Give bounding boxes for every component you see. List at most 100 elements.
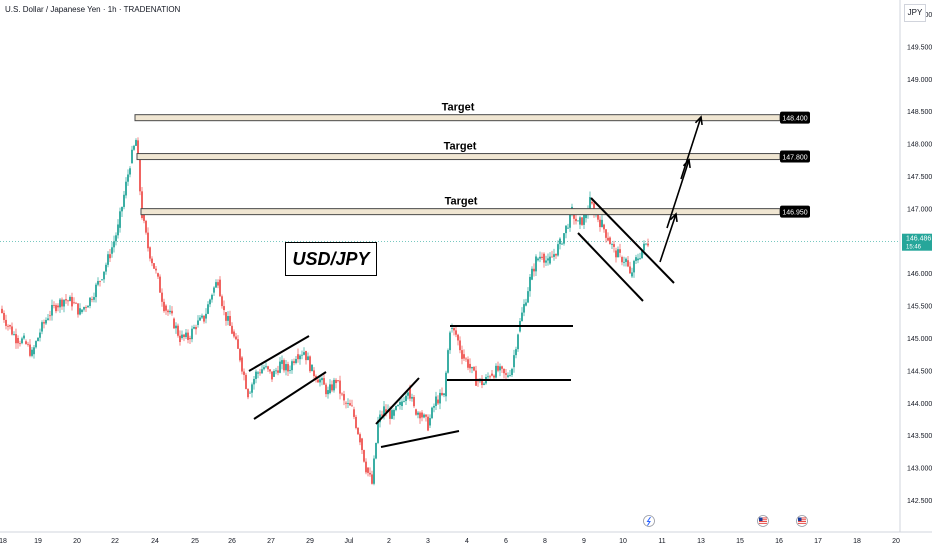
candle [235,333,237,341]
candle-body [647,243,649,246]
candle-body [241,357,243,372]
candle [423,413,425,419]
candle [341,392,343,397]
candle [127,169,129,186]
candle-body [197,320,199,326]
candle [535,254,537,276]
candle-body [591,201,593,204]
candle [539,251,541,263]
candle-body [313,370,315,377]
candle-body [49,315,51,317]
candle-body [397,404,399,407]
candle-body [365,461,367,473]
candle [237,335,239,349]
candle-body [139,159,141,192]
candle [367,467,369,477]
candle [319,375,321,387]
candle-body [211,294,213,300]
candle-body [285,364,287,371]
time-tick-label: 6 [504,538,508,545]
candle [67,299,69,306]
candle-body [629,266,631,274]
candle-body [311,364,313,372]
candle [455,325,457,338]
candle [135,138,137,146]
candle [65,294,67,304]
us-flag-icon[interactable] [757,515,769,527]
candle [439,389,441,410]
candle [69,295,71,302]
candle [471,366,473,374]
candle [415,408,417,416]
target-band[interactable] [136,153,781,161]
lightning-icon[interactable] [643,515,655,527]
candle [413,394,415,408]
candle-body [165,305,167,311]
candle [511,367,513,377]
candle [243,368,245,381]
candle [49,310,51,321]
flag-stripe [759,519,767,521]
candle [557,240,559,257]
currency-unit-button[interactable]: JPY [904,4,926,22]
candle-body [551,256,553,258]
candle [363,449,365,463]
candle-body [229,316,231,326]
candle [555,253,557,259]
candle-body [79,308,81,315]
candle [495,363,497,379]
candle-body [27,343,29,345]
candle-body [317,379,319,383]
candle-body [333,379,335,391]
candle [161,288,163,307]
candle [253,375,255,390]
candle-body [119,211,121,228]
candle-body [61,299,63,307]
price-axis[interactable] [900,0,932,550]
candle [499,363,501,377]
target-band[interactable] [134,114,781,122]
candle-body [295,358,297,364]
candle-body [199,317,201,321]
candle [123,190,125,210]
candle-body [457,334,459,341]
candle [31,346,33,358]
candle-body [369,472,371,475]
candle-body [503,368,505,374]
candle [607,232,609,242]
candle [95,282,97,303]
candle [215,279,217,289]
candle-body [23,335,25,339]
target-label: Target [444,141,477,153]
candle-body [441,392,443,396]
candle-body [427,416,429,431]
candle [25,339,27,345]
candle-body [265,366,267,368]
candle [219,276,221,297]
candle [553,248,555,261]
us-flag-icon[interactable] [796,515,808,527]
candle-body [429,418,431,426]
candle-body [215,282,217,288]
candle [43,319,45,329]
candle-body [309,356,311,372]
candle-body [517,334,519,350]
candle-body [45,319,47,324]
candle-body [3,313,5,320]
candle-body [159,276,161,293]
target-band[interactable] [140,208,781,216]
candle [563,233,565,246]
candle-body [435,396,437,406]
candle [321,376,323,386]
candle-body [347,403,349,404]
arrow-shaft [680,116,702,180]
candle-body [579,217,581,225]
candle [505,369,507,381]
time-tick-label: 20 [892,538,900,545]
candle-body [261,369,263,374]
candle-body [93,297,95,300]
candle [269,368,271,374]
candle-body [209,299,211,305]
candle-body [537,258,539,261]
